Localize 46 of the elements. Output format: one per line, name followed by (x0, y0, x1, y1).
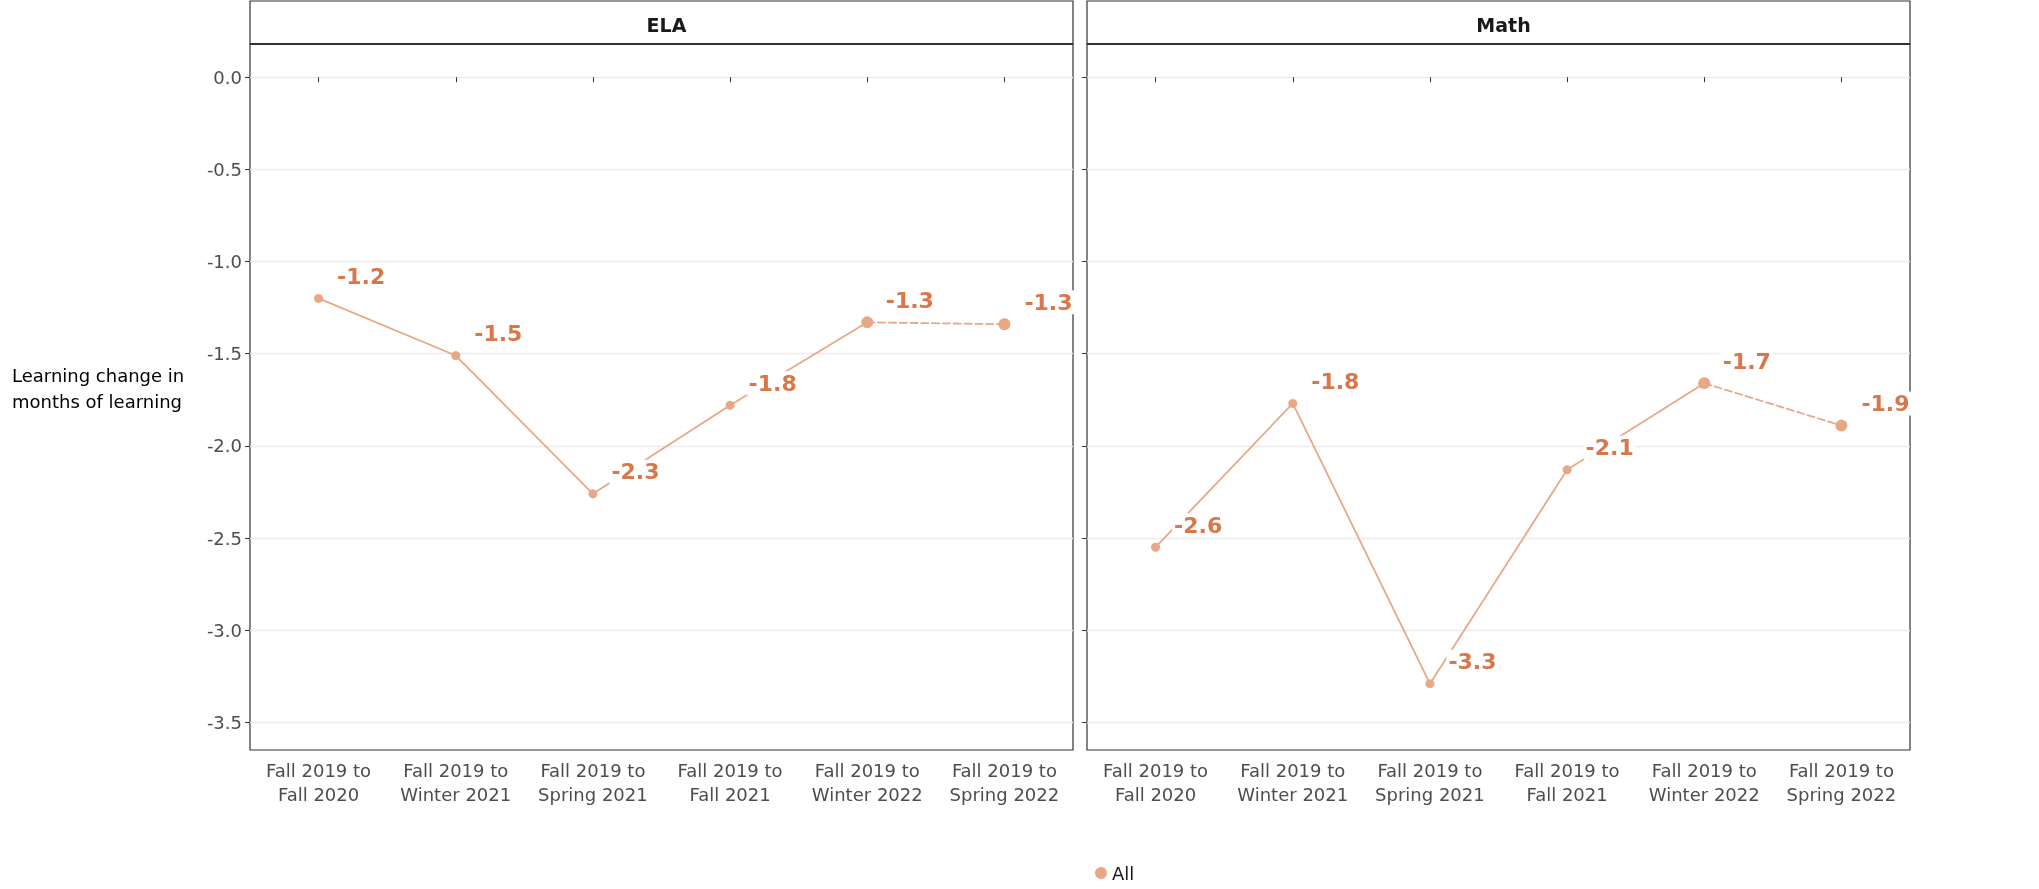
data-label: -1.8 (1311, 368, 1360, 394)
y-tick-label: -3.5 (206, 711, 242, 733)
y-tick-label: -3.0 (206, 619, 242, 641)
data-label: -1.5 (474, 321, 523, 347)
y-tick-label: 0.0 (213, 66, 242, 88)
point (1425, 679, 1435, 689)
x-tick-label: Fall 2019 to Spring 2022 (949, 759, 1060, 805)
x-tick-label: Fall 2019 to Fall 2020 (1103, 759, 1209, 805)
y-tick-label: -1.0 (206, 251, 242, 273)
point (1288, 398, 1298, 408)
x-tick-label: Fall 2019 to Fall 2021 (1514, 759, 1620, 805)
point (1562, 465, 1572, 475)
x-tick-label: Fall 2019 to Fall 2021 (677, 759, 783, 805)
data-label: -1.2 (337, 263, 386, 289)
point (451, 351, 461, 361)
x-tick-label: Fall 2019 to Spring 2022 (1786, 759, 1897, 805)
data-label: -1.7 (1722, 348, 1771, 374)
chart-title: ELA (646, 13, 687, 36)
x-tick-label: Fall 2019 to Winter 2021 (1237, 759, 1349, 805)
x-tick-label: Fall 2019 to Fall 2020 (266, 759, 372, 805)
data-label: -3.3 (1448, 649, 1497, 675)
point (588, 489, 598, 499)
point (998, 318, 1011, 331)
point (725, 400, 735, 410)
point (1835, 419, 1848, 432)
data-label: -2.6 (1174, 512, 1223, 538)
x-tick-label: Fall 2019 to Spring 2021 (1375, 759, 1485, 805)
chart-title: Math (1476, 13, 1531, 36)
data-label: -1.9 (1861, 391, 1910, 417)
data-label: -1.3 (885, 287, 934, 313)
point (314, 293, 324, 303)
y-tick-label: -1.5 (206, 343, 242, 365)
y-axis-title: Learning change in months of learning (12, 364, 190, 412)
x-tick-label: Fall 2019 to Winter 2022 (1648, 759, 1760, 805)
point (1151, 542, 1161, 552)
data-label: -2.3 (611, 459, 660, 485)
x-tick-label: Fall 2019 to Winter 2021 (400, 759, 512, 805)
y-tick-label: -2.5 (206, 527, 242, 549)
x-tick-label: Fall 2019 to Spring 2021 (538, 759, 648, 805)
data-label: -2.1 (1585, 435, 1634, 461)
data-label: -1.3 (1024, 289, 1073, 315)
y-tick-label: -0.5 (206, 158, 242, 180)
legend-label: All (1112, 862, 1135, 884)
x-tick-label: Fall 2019 to Winter 2022 (811, 759, 923, 805)
y-tick-label: -2.0 (206, 435, 242, 457)
data-label: -1.8 (748, 370, 797, 396)
